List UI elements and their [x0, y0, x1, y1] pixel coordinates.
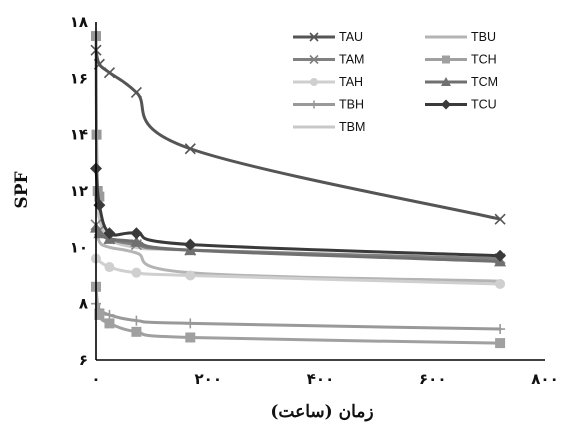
- data-point: [94, 309, 105, 320]
- legend-label: TAU: [339, 30, 363, 44]
- x-tick-label: ۶۰۰: [419, 370, 446, 388]
- data-point: [130, 227, 143, 240]
- legend-item-tcu: TCU: [425, 98, 497, 112]
- legend-item-tah: TAH: [293, 75, 363, 89]
- y-tick-label: ۱۸: [70, 13, 88, 31]
- legend-item-tam: TAM: [293, 53, 364, 67]
- data-point: [104, 309, 115, 320]
- data-point: [442, 55, 450, 64]
- legend-label: TCU: [471, 98, 497, 112]
- legend-item-tbh: TBH: [293, 98, 364, 112]
- y-tick-labels: ۶ ۸ ۱۰ ۱۲ ۱۴ ۱۶ ۱۸: [70, 13, 88, 369]
- data-point: [309, 54, 319, 65]
- x-tick-label: ۸۰۰: [531, 370, 558, 388]
- series-line: [94, 48, 502, 221]
- series-tch: [91, 281, 506, 349]
- series-tau: [90, 44, 506, 225]
- data-point: [441, 99, 451, 110]
- data-point: [309, 32, 319, 42]
- data-point: [131, 315, 142, 326]
- legend-item-tcm: TCM: [425, 75, 498, 89]
- x-tick-label: ۲۰۰: [195, 370, 222, 388]
- x-axis-title: زمان (ساعت): [270, 402, 373, 422]
- plot-area: [90, 31, 507, 349]
- data-point: [495, 324, 506, 335]
- data-point: [104, 318, 115, 329]
- data-point: [494, 213, 506, 225]
- series-line: [94, 223, 502, 283]
- y-axis-title: SPF: [12, 171, 32, 208]
- y-tick-label: ۱۴: [70, 126, 88, 144]
- data-point: [103, 227, 116, 240]
- x-tick-label: ۰: [91, 370, 100, 388]
- data-point: [130, 235, 143, 247]
- data-point: [184, 238, 197, 251]
- legend-label: TCM: [471, 75, 498, 89]
- data-point: [441, 77, 451, 86]
- data-point: [130, 86, 142, 98]
- data-point: [184, 143, 196, 155]
- y-tick-label: ۶: [79, 351, 88, 369]
- data-point: [310, 78, 318, 86]
- series-tcm: [90, 221, 507, 267]
- data-point: [103, 67, 116, 79]
- y-tick-label: ۱۰: [70, 238, 88, 256]
- series-line: [94, 166, 502, 258]
- data-point: [131, 267, 142, 278]
- series-tbh: [91, 298, 506, 335]
- data-point: [310, 100, 318, 109]
- y-tick-label: ۸: [79, 295, 88, 313]
- data-point: [495, 278, 506, 289]
- legend-item-tch: TCH: [425, 53, 497, 67]
- legend-label: TAM: [339, 53, 364, 67]
- series-line: [94, 302, 502, 331]
- legend: TAU TAM TAH TBH TBM TBU TCH TCM TCU: [293, 30, 498, 134]
- data-point: [185, 332, 196, 343]
- legend-item-tbm: TBM: [293, 120, 365, 134]
- data-point: [185, 270, 196, 281]
- x-tick-labels: ۰ ۲۰۰ ۴۰۰ ۶۰۰ ۸۰۰: [91, 370, 558, 388]
- series-line: [94, 285, 502, 345]
- data-point: [494, 249, 507, 262]
- series-tah: [91, 253, 506, 289]
- y-tick-label: ۱۶: [70, 69, 88, 87]
- x-tick-label: ۴۰۰: [307, 370, 334, 388]
- data-point: [131, 326, 142, 337]
- legend-item-tbu: TBU: [425, 30, 496, 44]
- data-point: [104, 262, 115, 273]
- legend-label: TBU: [471, 30, 496, 44]
- legend-label: TBM: [339, 120, 365, 134]
- legend-item-tau: TAU: [293, 30, 363, 44]
- legend-label: TAH: [339, 75, 363, 89]
- y-tick-label: ۱۲: [70, 182, 88, 200]
- series-tbu: [94, 223, 502, 283]
- data-point: [495, 338, 506, 349]
- data-point: [185, 318, 196, 329]
- legend-label: TCH: [471, 53, 497, 67]
- series-tcu: [90, 162, 507, 262]
- legend-label: TBH: [339, 98, 364, 112]
